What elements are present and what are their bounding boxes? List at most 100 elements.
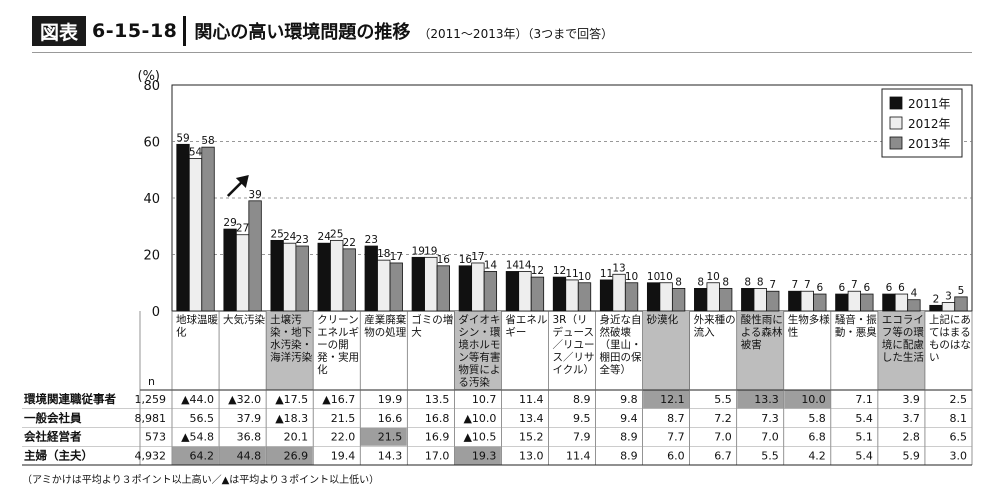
bar: [176, 143, 190, 312]
category-label: 産業廃棄: [364, 313, 406, 326]
table-cell-shade: [454, 446, 501, 465]
bar: [741, 287, 755, 312]
bar-value-label: 10: [706, 271, 719, 283]
table-cell: 56.5: [190, 412, 215, 425]
bar-value-label: 8: [722, 276, 729, 288]
bar-value-label: 6: [839, 282, 846, 294]
category-label: 物の処理: [364, 326, 406, 339]
bar: [719, 287, 733, 312]
table-cell: 16.6: [378, 412, 403, 425]
bar: [530, 276, 545, 312]
figure-badge: 図表: [32, 16, 87, 46]
bar-value-label: 7: [851, 279, 858, 291]
y-tick-label: 60: [143, 136, 160, 151]
category-label: よる森林: [741, 326, 783, 339]
category-shade: [736, 311, 784, 390]
bar: [894, 293, 909, 312]
bar: [929, 304, 943, 312]
bar-value-label: 17: [471, 251, 484, 263]
table-cell: 7.0: [761, 431, 779, 444]
row-n-value: 4,932: [135, 449, 167, 462]
bar-value-label: 19: [412, 245, 425, 257]
bar: [342, 248, 356, 312]
table-cell: 5.8: [808, 412, 826, 425]
bar: [565, 279, 579, 312]
bar-value-label: 58: [201, 135, 214, 147]
bar-value-label: 2: [933, 293, 940, 305]
table-cell: 26.9: [284, 449, 309, 462]
category-label: てはまる: [929, 327, 971, 339]
bar: [411, 256, 425, 312]
table-cell: ▲17.5: [275, 393, 308, 406]
bar-value-label: 59: [176, 132, 189, 144]
bar-value-label: 10: [578, 271, 591, 283]
category-label: 身近な自: [600, 313, 642, 326]
figure-title: 関心の高い環境問題の推移: [194, 22, 411, 43]
bar-value-label: 29: [223, 217, 236, 229]
table-cell: 8.9: [620, 449, 638, 462]
category-label: い: [929, 352, 940, 364]
table-cell: 64.2: [190, 449, 215, 462]
bar-value-label: 54: [189, 146, 203, 158]
row-label: 環境関連職従事者: [24, 392, 116, 406]
bar: [788, 290, 802, 312]
bar-value-label: 39: [248, 189, 261, 201]
bar: [235, 234, 250, 312]
table-cell-shade: [737, 390, 784, 409]
table-cell: 12.1: [660, 393, 685, 406]
table-cell: 6.0: [667, 449, 685, 462]
legend-swatch: [889, 116, 903, 130]
bar-value-label: 22: [343, 237, 356, 249]
table-cell: 5.9: [902, 449, 920, 462]
bar: [907, 299, 921, 312]
table-cell: 7.0: [714, 431, 732, 444]
bar-value-label: 24: [318, 231, 332, 243]
table-cell: 11.4: [519, 393, 544, 406]
category-shade: [266, 311, 314, 390]
table-cell: 7.3: [761, 412, 779, 425]
bar: [941, 302, 956, 312]
table-cell: 19.3: [472, 449, 497, 462]
category-label: 発・実用: [317, 351, 359, 364]
trend-arrow: [226, 175, 249, 197]
bar-value-label: 19: [424, 245, 437, 257]
bar: [377, 259, 391, 312]
bar: [201, 146, 215, 312]
bar: [706, 282, 720, 312]
category-label: ものはな: [929, 339, 971, 351]
table-cell: 13.0: [519, 449, 544, 462]
table-cell: 7.7: [667, 431, 685, 444]
bar: [753, 287, 767, 312]
bar: [612, 273, 626, 312]
table-cell: 15.2: [519, 431, 544, 444]
table-cell: 2.5: [950, 393, 968, 406]
category-label: 水汚染・: [270, 338, 312, 351]
category-label: 流入: [694, 326, 715, 339]
table-cell: 5.4: [855, 449, 873, 462]
category-label: 全等）: [600, 363, 632, 376]
bar-value-label: 5: [958, 285, 965, 297]
category-label: 性: [788, 326, 799, 339]
footnote: （アミかけは平均より３ポイント以上高い／▲は平均より３ポイント以上低い）: [22, 475, 380, 486]
bar: [800, 290, 814, 312]
row-n-value: 1,259: [135, 393, 167, 406]
bar: [270, 239, 284, 312]
bar: [766, 290, 780, 312]
table-cell: ▲16.7: [322, 393, 355, 406]
row-n-value: 8,981: [135, 412, 167, 425]
table-cell: ▲32.0: [228, 393, 261, 406]
table-cell: 3.7: [902, 412, 920, 425]
category-label: 外来種の: [694, 313, 736, 326]
category-shade: [642, 311, 690, 390]
bar-value-label: 7: [769, 279, 776, 291]
category-label: した生活: [882, 351, 924, 364]
category-label: ーの開: [317, 339, 349, 351]
bar-value-label: 11: [600, 268, 613, 280]
table-cell: 19.9: [378, 393, 403, 406]
category-label: 省エネル: [505, 313, 547, 326]
table-cell: 8.9: [620, 431, 638, 444]
table-cell: 17.0: [425, 449, 450, 462]
bar: [577, 282, 592, 312]
category-label: 大: [411, 326, 422, 339]
bar: [364, 245, 378, 312]
